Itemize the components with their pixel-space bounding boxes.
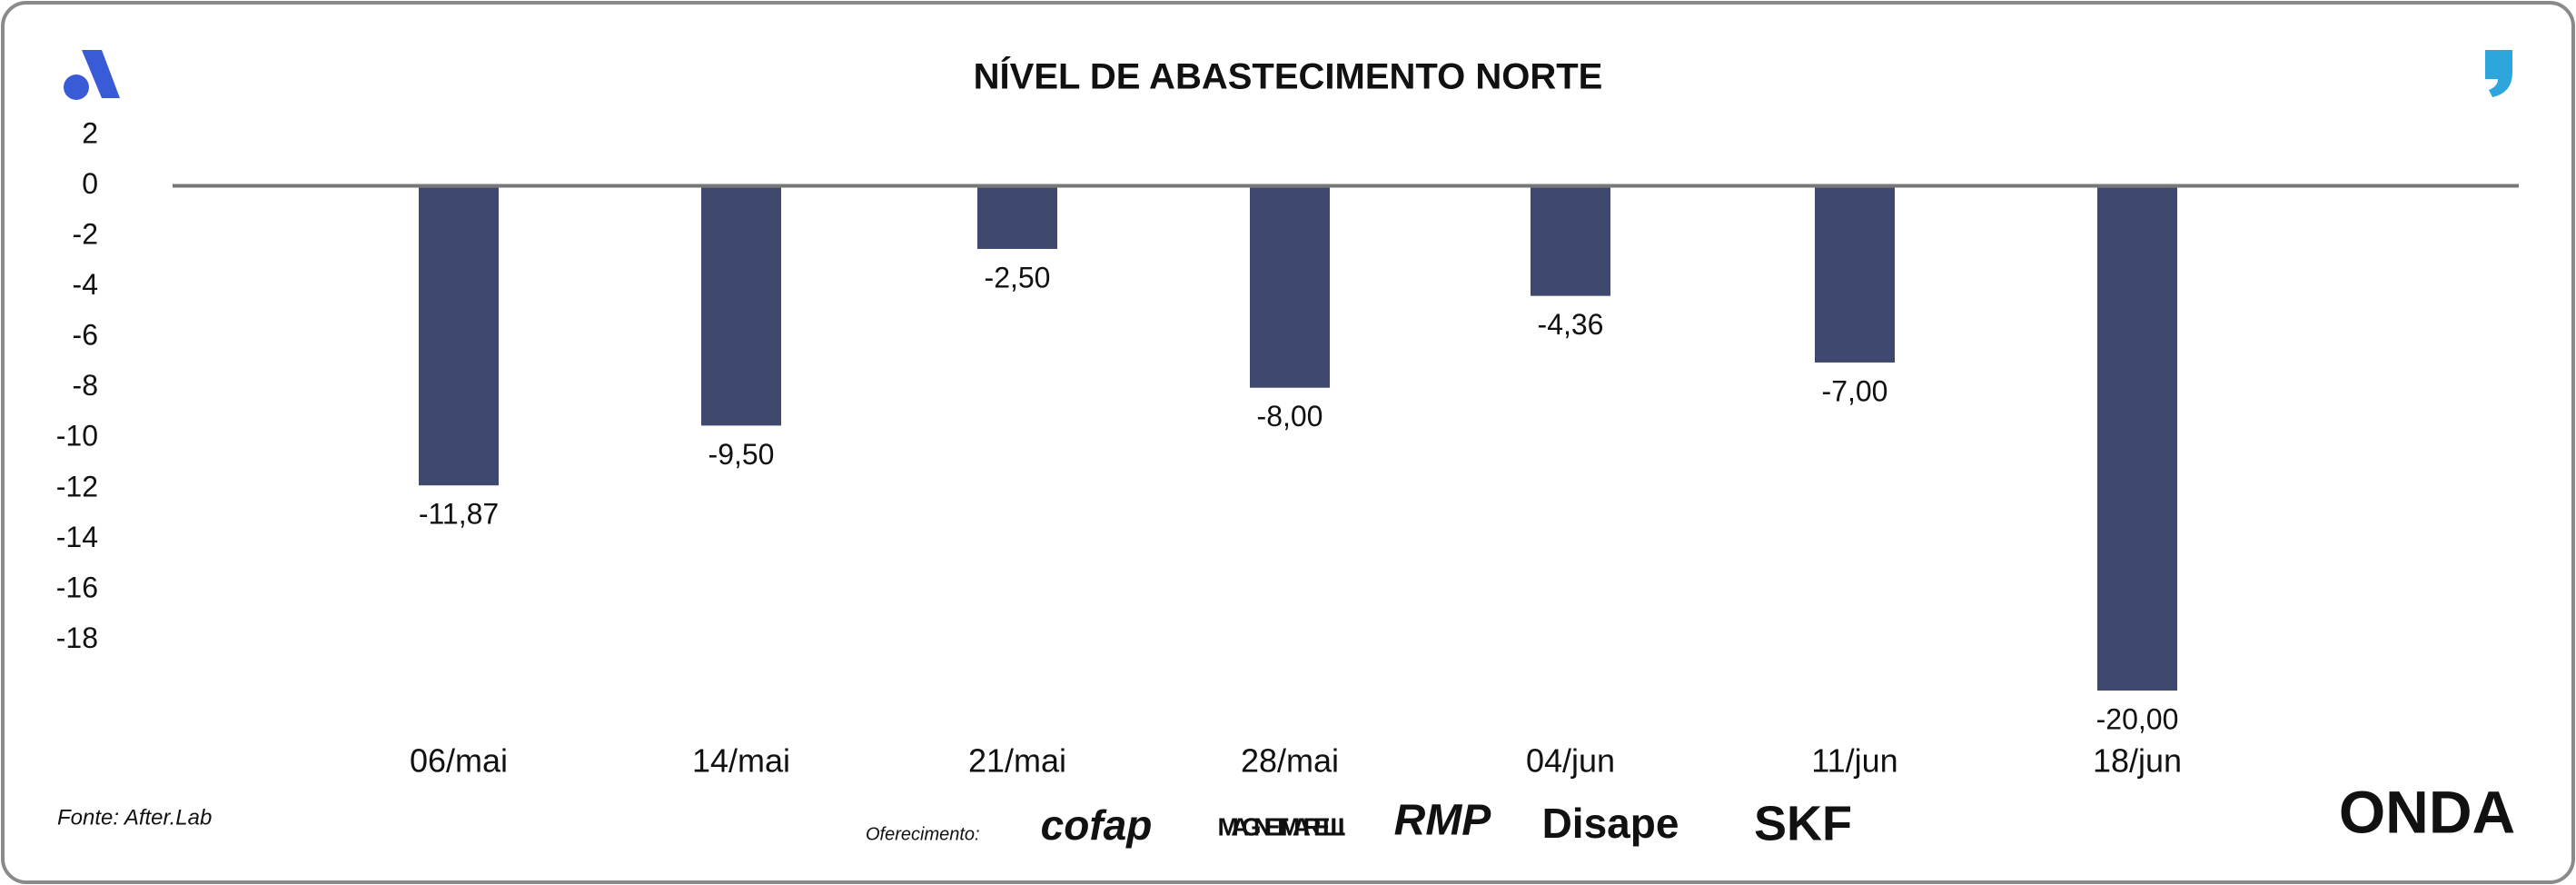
bar bbox=[977, 187, 1057, 249]
bar bbox=[1815, 187, 1895, 363]
y-tick-label: -16 bbox=[56, 571, 98, 603]
y-tick-label: -10 bbox=[56, 420, 98, 452]
bar bbox=[701, 187, 781, 426]
value-label: -9,50 bbox=[708, 438, 775, 471]
brand-logo bbox=[64, 50, 120, 100]
x-tick-label: 11/jun bbox=[1811, 742, 1897, 780]
y-tick-label: -8 bbox=[73, 369, 98, 402]
x-tick-label: 28/mai bbox=[1241, 742, 1339, 780]
bar bbox=[1531, 187, 1610, 296]
x-tick-label: 21/mai bbox=[968, 742, 1066, 780]
sponsor-label: Oferecimento: bbox=[866, 824, 980, 844]
chart-title: NÍVEL DE ABASTECIMENTO NORTE bbox=[974, 56, 1603, 97]
x-tick-label: 14/mai bbox=[692, 742, 790, 780]
y-tick-label: -6 bbox=[73, 319, 98, 352]
quote-logo bbox=[2485, 50, 2512, 97]
sponsor-logo: MAGNETI MARELLI bbox=[1218, 812, 1346, 840]
bar bbox=[1250, 187, 1330, 388]
value-label: -4,36 bbox=[1538, 308, 1604, 341]
sponsor-logo: RMP bbox=[1394, 797, 1492, 845]
source: Fonte: After.Lab bbox=[57, 805, 212, 830]
value-label: -11,87 bbox=[419, 498, 499, 531]
y-tick-label: -14 bbox=[56, 521, 98, 553]
x-tick-label: 06/mai bbox=[410, 742, 508, 780]
value-label: -2,50 bbox=[985, 261, 1051, 293]
x-tick-label: 04/jun bbox=[1526, 742, 1615, 780]
sponsor-logo: Disape bbox=[1542, 800, 1679, 847]
y-tick-label: -12 bbox=[56, 470, 98, 502]
x-tick-label: 18/jun bbox=[2093, 742, 2182, 780]
y-tick-label: -4 bbox=[73, 268, 98, 301]
y-tick-label: -18 bbox=[56, 621, 98, 654]
value-label: -8,00 bbox=[1257, 400, 1323, 433]
y-tick-label: -2 bbox=[73, 218, 98, 251]
value-label: -7,00 bbox=[1822, 374, 1888, 407]
bar bbox=[419, 187, 499, 486]
sponsor-logo: cofap bbox=[1041, 801, 1153, 849]
bar bbox=[2097, 187, 2177, 691]
y-tick-label: 2 bbox=[82, 116, 98, 149]
y-tick-label: 0 bbox=[82, 167, 98, 200]
sponsor-logo: ONDA bbox=[2339, 778, 2515, 845]
value-label: -20,00 bbox=[2096, 702, 2179, 735]
sponsor-logo: SKF bbox=[1754, 796, 1852, 850]
